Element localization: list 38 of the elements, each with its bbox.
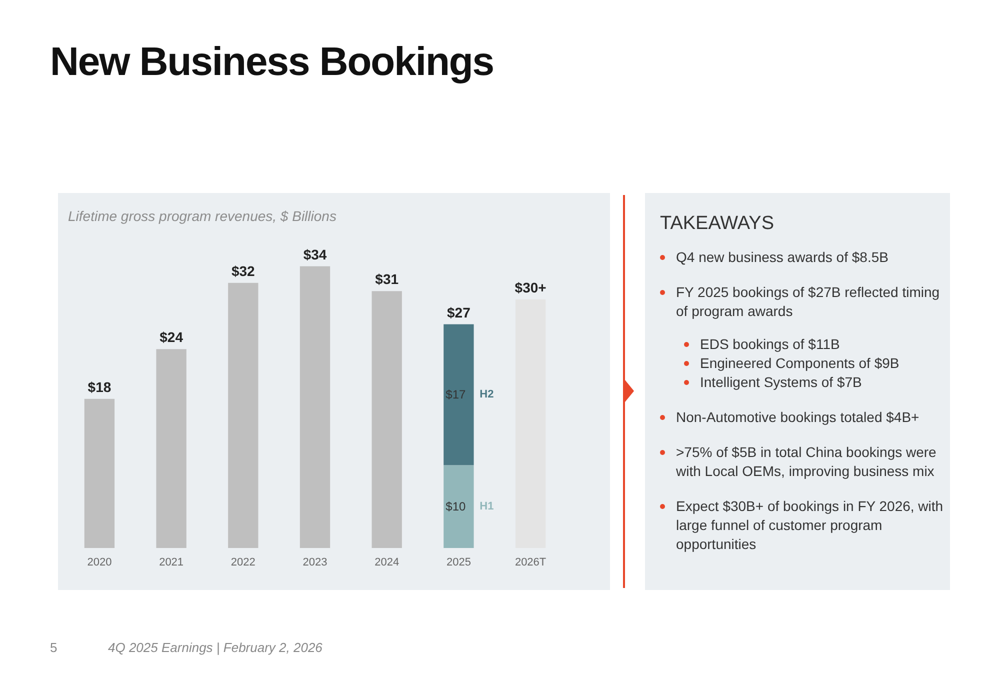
text: Engineered Components of $9B bbox=[699, 354, 900, 373]
x-tick-label: 2024 bbox=[374, 556, 400, 568]
series-label: H1 bbox=[480, 500, 494, 513]
text: Expect $30B+ of bookings in FY 2026, with large funnel of customer program opportunities bbox=[675, 497, 944, 554]
text: FY 2025 bookings of $27B reflected timing of program awards bbox=[675, 283, 941, 321]
x-tick-label: 2021 bbox=[159, 556, 184, 568]
bar bbox=[228, 282, 258, 548]
data-label: $31 bbox=[375, 271, 399, 288]
bar bbox=[84, 398, 115, 548]
text: >75% of $5B in total China bookings were with Local OEMs, improving business mix bbox=[675, 443, 938, 481]
total-label: $27 bbox=[447, 304, 471, 320]
data-label: $24 bbox=[160, 329, 184, 346]
text: TAKEAWAYS bbox=[660, 213, 774, 235]
chart-title: New Business Bookings bbox=[50, 40, 494, 85]
text: 5 bbox=[50, 640, 58, 655]
bar bbox=[444, 465, 474, 548]
chart-subtitle: Lifetime gross program revenues, $ Billions bbox=[68, 208, 336, 224]
data-label: $18 bbox=[88, 378, 112, 395]
data-label: $10 bbox=[446, 500, 466, 514]
text: Q4 new business awards of $8.5B bbox=[675, 248, 890, 267]
x-tick-label: 2025 bbox=[446, 556, 471, 568]
x-tick-label: 2026T bbox=[514, 556, 546, 568]
data-label: $34 bbox=[303, 246, 327, 262]
text: Intelligent Systems of $7B bbox=[699, 373, 863, 392]
data-label: $17 bbox=[446, 388, 466, 402]
x-tick-label: 2020 bbox=[87, 556, 112, 568]
text: 4Q 2025 Earnings | February 2, 2026 bbox=[108, 640, 322, 655]
data-label: $30+ bbox=[514, 279, 546, 296]
bar bbox=[372, 291, 402, 548]
bar bbox=[300, 266, 330, 548]
series-label: H2 bbox=[480, 388, 494, 401]
bar bbox=[444, 324, 474, 466]
text: EDS bookings of $11B bbox=[699, 335, 841, 354]
data-label: $32 bbox=[231, 262, 256, 279]
bar bbox=[156, 349, 186, 548]
x-tick-label: 2023 bbox=[302, 556, 328, 568]
x-tick-label: 2022 bbox=[230, 556, 256, 568]
text: Non-Automotive bookings totaled $4B+ bbox=[675, 408, 920, 427]
